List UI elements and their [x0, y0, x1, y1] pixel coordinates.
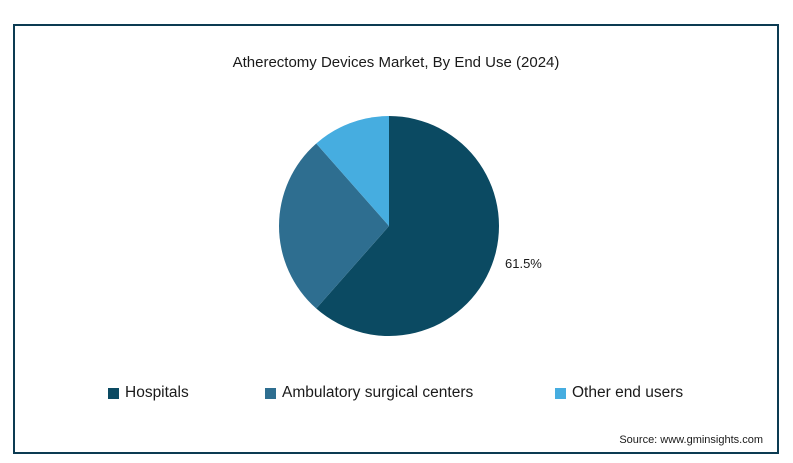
legend-item-other-end-users: Other end users [555, 384, 683, 402]
pie-slice-other-end-users [316, 116, 389, 226]
pie-slice-ambulatory-surgical-centers [278, 143, 389, 309]
data-label-hospitals: 61.5% [505, 256, 542, 271]
legend-item-hospitals: Hospitals [108, 384, 189, 402]
legend-item-ambulatory-surgical-centers: Ambulatory surgical centers [265, 384, 473, 402]
legend-label-ambulatory-surgical-centers: Ambulatory surgical centers [282, 384, 474, 401]
legend-swatch-hospitals [108, 387, 119, 399]
legend-swatch-other-end-users [555, 387, 566, 399]
source-note: Source: www.gminsights.com [619, 434, 763, 446]
pie-chart: 61.5% [278, 116, 542, 336]
legend-swatch-ambulatory-surgical-centers [265, 387, 276, 399]
chart-frame: Atherectomy Devices Market, By End Use (… [13, 24, 779, 454]
legend-label-other-end-users: Other end users [572, 384, 684, 401]
chart-title: Atherectomy Devices Market, By End Use (… [232, 54, 560, 71]
legend-label-hospitals: Hospitals [125, 384, 189, 401]
pie-slice-hospitals [316, 116, 500, 336]
